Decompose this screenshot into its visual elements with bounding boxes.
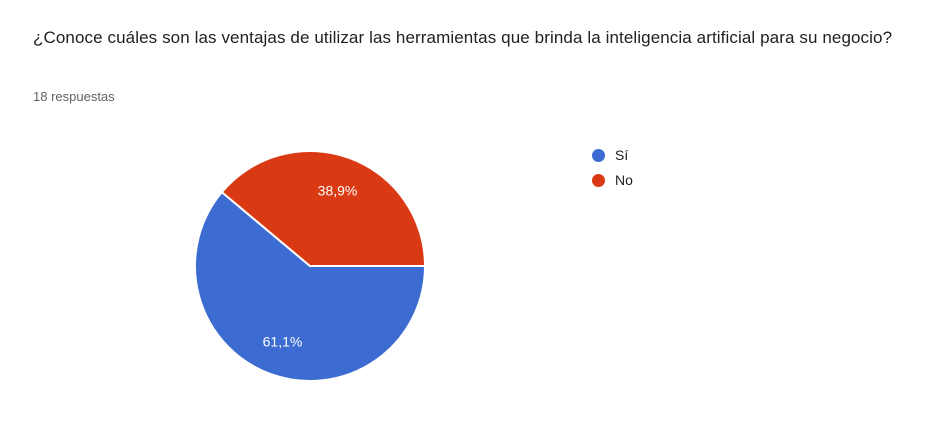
pie-chart: 61,1% 38,9% xyxy=(195,151,425,381)
legend-label-no: No xyxy=(615,172,633,188)
chart-legend: Sí No xyxy=(592,146,633,189)
legend-item-no: No xyxy=(592,171,633,189)
pie-slice-sí[interactable] xyxy=(195,191,425,381)
response-count: 18 respuestas xyxy=(33,89,115,104)
legend-swatch-no-icon xyxy=(592,173,605,187)
pie-slice-value-label: 61,1% xyxy=(263,334,303,350)
legend-swatch-si-icon xyxy=(592,148,605,162)
question-title: ¿Conoce cuáles son las ventajas de utili… xyxy=(33,28,893,47)
pie-slice-value-label: 38,9% xyxy=(318,182,358,198)
pie-slice-no[interactable] xyxy=(220,151,425,267)
legend-item-si: Sí xyxy=(592,146,633,164)
legend-label-si: Sí xyxy=(615,147,629,163)
